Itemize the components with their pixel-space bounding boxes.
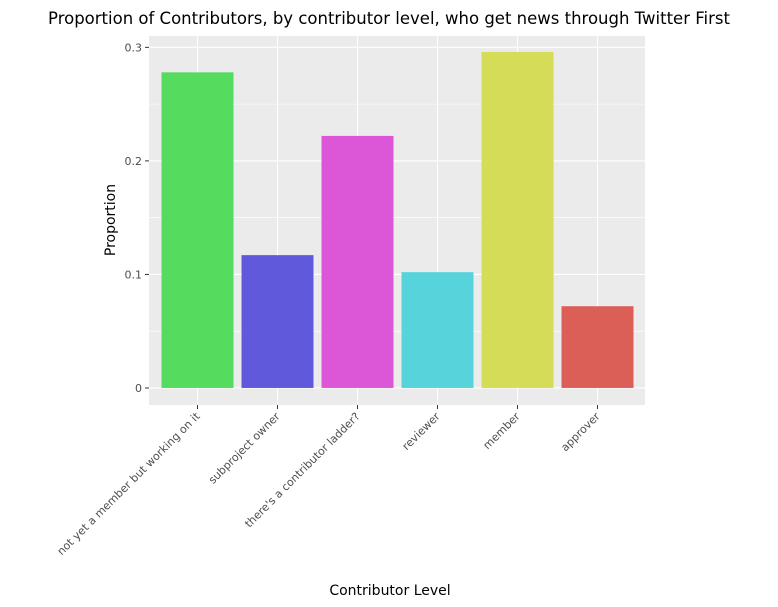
bar-4 — [481, 51, 554, 388]
bar-2 — [321, 135, 394, 388]
x-tick-label: reviewer — [400, 410, 443, 453]
x-axis-title: Contributor Level — [329, 583, 450, 599]
bar-1 — [241, 255, 314, 388]
bar-5 — [561, 306, 634, 388]
y-tick-label: 0.1 — [125, 268, 143, 281]
chart-title: Proportion of Contributors, by contribut… — [48, 9, 730, 28]
y-tick-label: 0.2 — [125, 155, 143, 168]
y-axis-ticks: 0 0.1 0.2 0.3 — [125, 41, 149, 395]
x-tick-label: member — [481, 410, 523, 452]
x-tick-label: not yet a member but working on it — [55, 409, 203, 557]
bars — [161, 51, 634, 388]
x-tick-label: approver — [558, 410, 603, 455]
y-tick-label: 0.3 — [125, 41, 143, 54]
y-tick-label: 0 — [135, 382, 142, 395]
y-axis-title: Proportion — [103, 184, 119, 256]
x-tick-label: subproject owner — [206, 410, 283, 487]
bar-0 — [161, 72, 234, 388]
x-axis-ticks: not yet a member but working on it subpro… — [55, 405, 603, 558]
bar-3 — [401, 272, 474, 388]
